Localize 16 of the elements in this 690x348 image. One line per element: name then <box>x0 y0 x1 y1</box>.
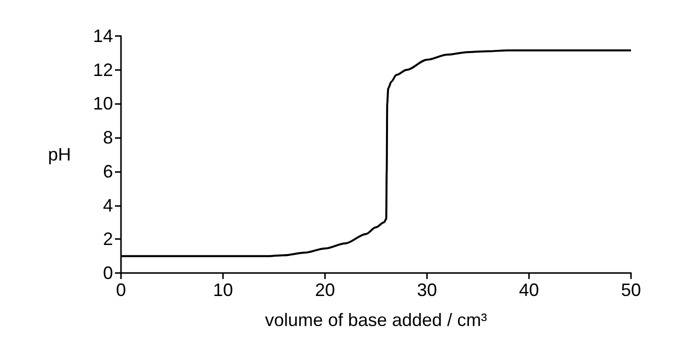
y-tick-label: 2 <box>102 229 113 250</box>
y-tick-label: 12 <box>92 60 113 80</box>
y-tick-label: 8 <box>102 128 113 148</box>
y-tick-label: 14 <box>92 26 113 46</box>
y-tick-label: 10 <box>92 94 113 114</box>
x-tick-label: 20 <box>314 280 336 300</box>
x-tick-label: 30 <box>416 280 438 300</box>
x-axis-title: volume of base added / cm³ <box>264 310 488 330</box>
x-tick-label: 10 <box>212 280 234 300</box>
x-tick-label: 50 <box>620 280 642 300</box>
x-tick-label: 40 <box>518 280 540 300</box>
x-tick-label: 0 <box>116 280 126 300</box>
y-axis-title: pH <box>48 144 71 164</box>
y-tick-label: 0 <box>102 263 113 283</box>
y-tick-label: 6 <box>102 161 113 182</box>
y-tick-label: 4 <box>102 195 113 216</box>
